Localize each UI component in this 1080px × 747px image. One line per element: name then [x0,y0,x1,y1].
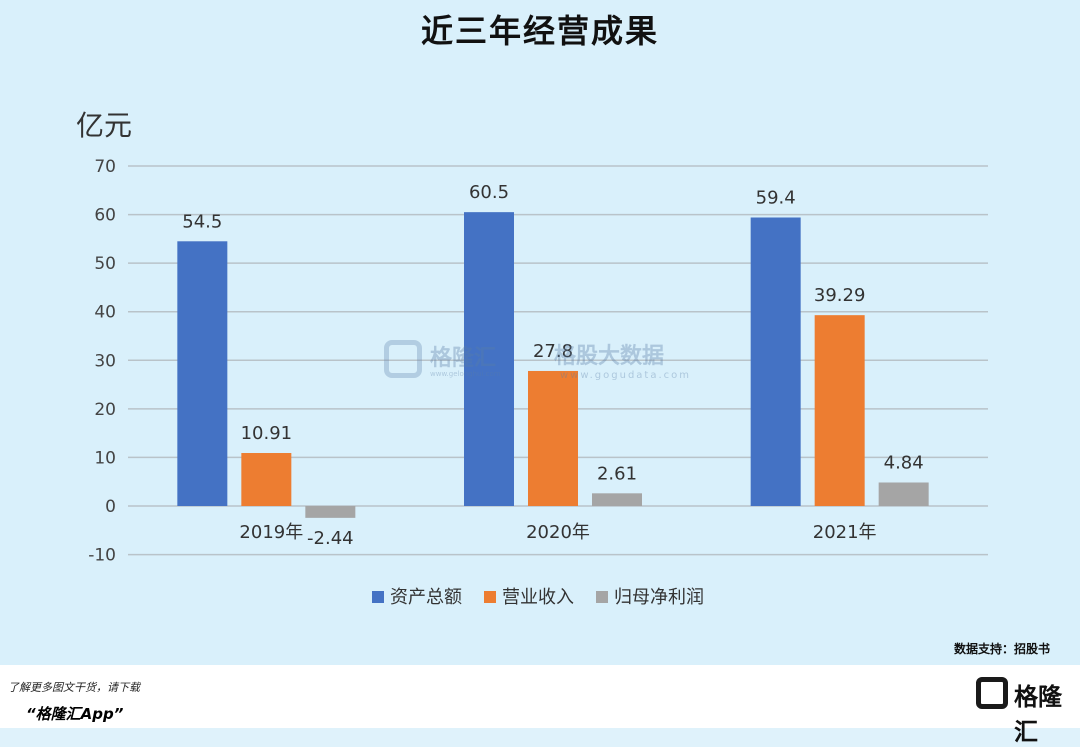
y-tick-label: 70 [94,157,116,177]
chart-title: 近三年经营成果 [420,12,659,50]
bar-1-2 [814,315,865,506]
x-tick-label: 2021年 [813,522,877,543]
bar-2-1 [592,493,642,506]
y-tick-label: 30 [94,351,116,371]
footer: 了解更多图文干货，请下载 “格隆汇App” 格隆汇 [0,665,1080,746]
y-unit-label: 亿元 [76,109,133,142]
legend-label: 营业收入 [502,587,574,608]
y-tick-label: 10 [94,448,116,468]
bar-0-0 [177,241,228,506]
data-label: 2.61 [597,463,637,484]
y-tick-label: -10 [88,546,116,566]
data-label: 54.5 [182,211,222,232]
bar-2-0 [305,506,356,518]
bar-0-2 [750,217,801,506]
footer-promo-text: 了解更多图文干货，请下载 [8,681,140,694]
y-tick-label: 50 [94,254,116,274]
footer-brand: 格隆汇 [1014,683,1062,746]
x-tick-label: 2020年 [526,522,590,543]
data-label: 60.5 [469,182,509,203]
data-label: 10.91 [241,423,293,444]
legend-swatch [484,591,496,603]
y-tick-label: 40 [94,303,116,323]
legend-label: 归母净利润 [614,587,704,608]
bar-1-0 [241,453,292,506]
bar-2-2 [878,482,929,506]
data-label: 39.29 [814,285,866,306]
legend-swatch [596,591,608,603]
data-source: 数据支持：招股书 [953,642,1050,656]
x-tick-label: 2019年 [239,522,303,543]
y-tick-label: 0 [105,497,116,517]
bar-0-1 [464,212,514,507]
chart-area: 近三年经营成果 亿元 -10 0 10 20 30 40 50 60 70 54.5 10.91 -2… [76,12,1050,656]
y-tick-label: 60 [94,206,116,226]
data-label: 59.4 [756,187,796,208]
legend-swatch [372,591,384,603]
data-label: -2.44 [307,528,354,549]
bar-1-1 [528,370,578,506]
brand-logo-icon [976,677,1008,709]
data-label: 27.8 [533,341,573,362]
legend-label: 资产总额 [390,587,462,608]
y-tick-label: 20 [94,400,116,420]
data-label: 4.84 [884,452,924,473]
footer-app-name[interactable]: “格隆汇App” [26,705,124,723]
